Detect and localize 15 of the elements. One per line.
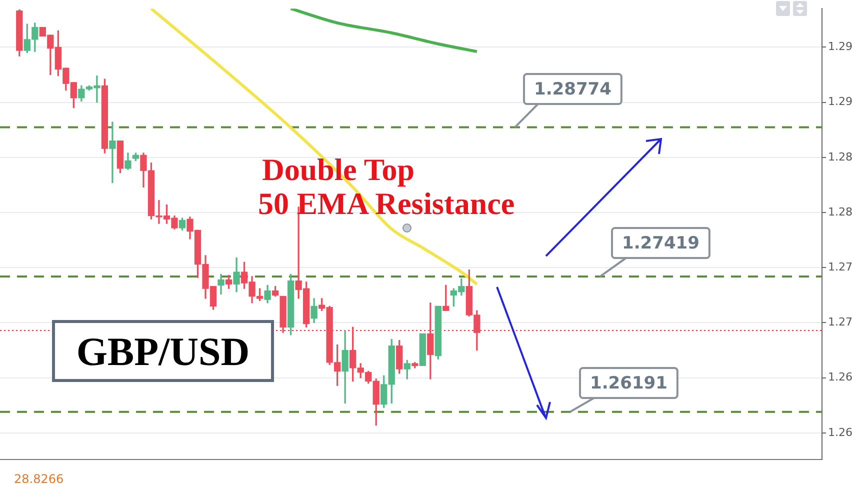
y-tick-label: 1.29 xyxy=(828,40,852,54)
text: 28.8266 xyxy=(14,472,64,485)
y-tick-label: 1.28 xyxy=(828,205,852,218)
y-tick-label: 1.26 xyxy=(828,426,852,439)
line-series xyxy=(289,8,478,54)
candlestick xyxy=(419,333,426,366)
y-tick-label: 1.29 xyxy=(828,95,852,108)
y-tick-label: 1.28 xyxy=(828,150,852,164)
y-tick-label: 1.26 xyxy=(828,370,852,384)
ref-line-label: 1.26191 xyxy=(590,373,668,394)
ref-line-label: 1.27419 xyxy=(622,233,700,254)
y-tick-label: 1.27 xyxy=(828,260,852,274)
annotation: GBP/USD xyxy=(52,320,274,382)
y-tick-label: 1.27 xyxy=(828,316,852,329)
ref-line-label: 1.28774 xyxy=(534,79,612,100)
